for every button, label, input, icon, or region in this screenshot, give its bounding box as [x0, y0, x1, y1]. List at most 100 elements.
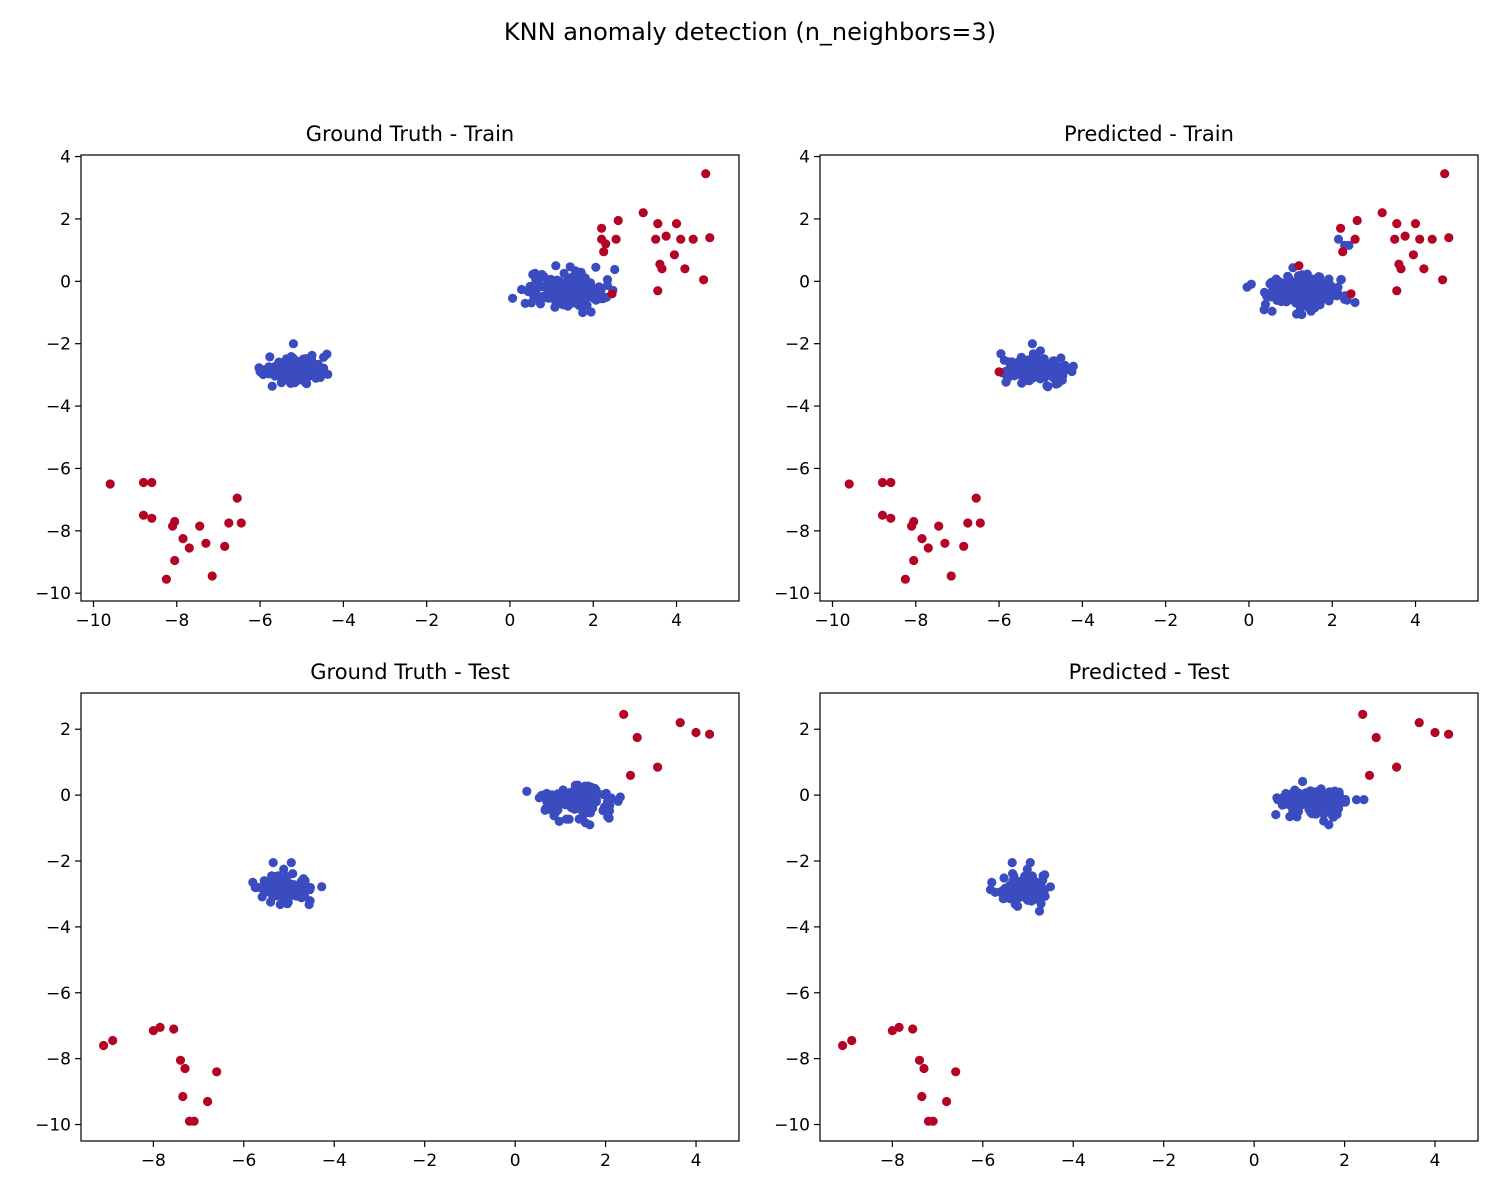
- y-tick: 2: [60, 720, 81, 740]
- subplot-title: Predicted - Test: [1069, 660, 1230, 684]
- y-tick-label: −4: [785, 397, 810, 417]
- y-tick: −10: [35, 1116, 81, 1136]
- y-tick-label: −2: [46, 852, 71, 872]
- scatter-point-inlier: [1016, 370, 1026, 380]
- scatter-point-inlier: [998, 894, 1008, 904]
- x-tick-label: 0: [1249, 1151, 1260, 1171]
- scatter-point-outlier: [1392, 219, 1402, 229]
- x-tick-label: 4: [671, 611, 682, 631]
- subplot-2: Predicted - Train −10 −8 −6 −4 −2 0 2 4 −10 −8 −6 −4…: [774, 122, 1479, 631]
- x-tick: −4: [1061, 1141, 1086, 1171]
- scatter-point-inlier: [297, 369, 307, 379]
- scatter-point-outlier: [611, 234, 621, 244]
- scatter-point-outlier: [1415, 234, 1425, 244]
- y-tick: −8: [785, 1050, 820, 1070]
- scatter-point-inlier: [552, 275, 562, 285]
- y-tick: 0: [60, 786, 81, 806]
- scatter-point-inlier: [1026, 362, 1036, 372]
- scatter-point-outlier: [161, 574, 171, 584]
- x-tick: −2: [412, 1141, 437, 1171]
- scatter-point-outlier: [105, 479, 115, 489]
- scatter-point-outlier: [886, 513, 896, 523]
- scatter-point-inlier: [529, 286, 539, 296]
- scatter-point-outlier: [908, 1024, 918, 1034]
- scatter-point-outlier: [619, 709, 629, 720]
- x-tick: −2: [1151, 1141, 1176, 1171]
- scatter-points: [105, 169, 715, 584]
- scatter-point-outlier: [1294, 261, 1304, 271]
- scatter-point-inlier: [598, 789, 609, 800]
- scatter-point-outlier: [923, 543, 933, 553]
- scatter-point-inlier: [564, 814, 574, 824]
- scatter-point-outlier: [147, 477, 157, 488]
- scatter-point-outlier: [907, 521, 917, 531]
- x-tick: −8: [903, 601, 928, 631]
- scatter-point-inlier: [1012, 876, 1022, 887]
- scatter-point-inlier: [558, 785, 568, 795]
- subplot-1: Ground Truth - Train −10 −8 −6 −4 −2 0 2 4 −10 −8 −…: [35, 122, 740, 631]
- y-tick: −2: [46, 852, 81, 872]
- y-tick-label: −6: [785, 459, 810, 479]
- scatter-point-outlier: [212, 1067, 222, 1077]
- x-tick-label: −6: [987, 611, 1012, 631]
- scatter-point-outlier: [877, 477, 888, 488]
- scatter-point-outlier: [1444, 729, 1454, 739]
- scatter-point-inlier: [1285, 295, 1295, 305]
- scatter-point-inlier: [295, 357, 305, 367]
- x-tick-label: −4: [1070, 611, 1095, 631]
- scatter-point-inlier: [268, 858, 278, 868]
- x-tick-label: 0: [505, 611, 516, 631]
- y-tick: 4: [799, 148, 820, 168]
- scatter-point-outlier: [1392, 762, 1402, 772]
- subplot-title: Ground Truth - Test: [310, 660, 509, 684]
- scatter-point-outlier: [1338, 247, 1348, 257]
- scatter-point-inlier: [1267, 306, 1277, 316]
- y-tick: −4: [46, 918, 81, 938]
- scatter-point-inlier: [1276, 296, 1286, 307]
- y-tick: −10: [774, 584, 820, 604]
- x-tick-label: 4: [691, 1151, 702, 1171]
- scatter-point-inlier: [268, 892, 278, 902]
- y-tick-label: −6: [785, 984, 810, 1004]
- scatter-point-inlier: [588, 293, 598, 303]
- scatter-point-outlier: [886, 477, 896, 488]
- scatter-point-outlier: [599, 247, 609, 257]
- y-tick-label: −4: [785, 918, 810, 938]
- scatter-point-outlier: [675, 718, 685, 728]
- scatter-point-inlier: [1271, 810, 1281, 820]
- scatter-point-inlier: [1028, 369, 1038, 379]
- y-tick-label: 0: [60, 272, 71, 292]
- scatter-point-inlier: [265, 352, 275, 362]
- scatter-point-inlier: [275, 899, 285, 910]
- scatter-points: [844, 169, 1454, 584]
- scatter-point-inlier: [565, 262, 575, 272]
- y-tick-label: −4: [46, 918, 71, 938]
- scatter-point-inlier: [1310, 289, 1320, 299]
- x-tick: 2: [600, 1141, 611, 1171]
- y-tick: −8: [785, 522, 820, 542]
- x-tick-label: −8: [141, 1151, 166, 1171]
- scatter-point-inlier: [304, 371, 314, 381]
- scatter-point-outlier: [653, 219, 663, 229]
- scatter-point-outlier: [168, 521, 178, 531]
- scatter-point-outlier: [632, 732, 642, 743]
- x-tick: 0: [505, 601, 516, 631]
- scatter-point-outlier: [653, 286, 663, 296]
- y-tick-label: 2: [60, 720, 71, 740]
- x-tick-label: −4: [322, 1151, 347, 1171]
- y-tick-label: 2: [60, 210, 71, 230]
- scatter-point-outlier: [236, 518, 246, 528]
- x-tick-label: 0: [1244, 611, 1255, 631]
- axes-frame: [80, 154, 740, 602]
- y-tick: −4: [785, 397, 820, 417]
- scatter-point-inlier: [1340, 294, 1350, 304]
- x-tick-label: −8: [903, 611, 928, 631]
- scatter-point-outlier: [138, 510, 149, 520]
- scatter-point-outlier: [701, 169, 711, 179]
- scatter-point-outlier: [877, 510, 888, 520]
- scatter-point-inlier: [582, 807, 592, 818]
- scatter-point-outlier: [847, 1035, 857, 1046]
- scatter-point-inlier: [542, 788, 552, 799]
- x-tick-label: −8: [164, 611, 189, 631]
